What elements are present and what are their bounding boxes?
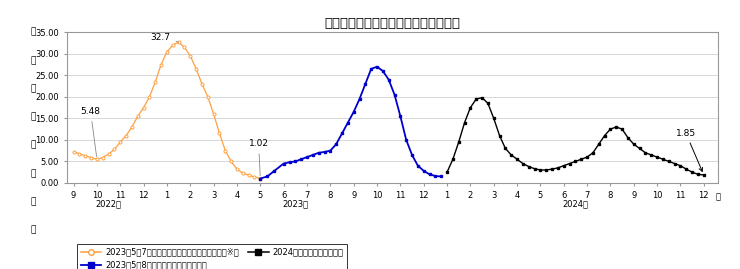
Text: 点: 点 xyxy=(30,56,36,65)
Text: た: た xyxy=(30,112,36,122)
Title: 新型コロナウイルス感染症（埼玉県）: 新型コロナウイルス感染症（埼玉県） xyxy=(324,17,460,30)
Text: 2023年: 2023年 xyxy=(282,200,309,208)
Text: 報: 報 xyxy=(30,169,36,178)
Legend: 2023年5月7日までの定点当たり報告数（参考値※）, 2023年5月8日以降の定点当たり報告数, 2024年の定点当たり報告数: 2023年5月7日までの定点当たり報告数（参考値※）, 2023年5月8日以降の… xyxy=(77,244,347,269)
Text: 定: 定 xyxy=(30,28,36,37)
Text: 32.7: 32.7 xyxy=(151,33,178,42)
Text: 2024年: 2024年 xyxy=(562,200,588,208)
Text: 5.48: 5.48 xyxy=(81,107,101,157)
Text: 告: 告 xyxy=(30,197,36,206)
Text: 1.02: 1.02 xyxy=(249,139,269,176)
Text: 当: 当 xyxy=(30,84,36,93)
Text: り: り xyxy=(30,141,36,150)
Text: 数: 数 xyxy=(30,225,36,235)
Text: 2022年: 2022年 xyxy=(95,200,121,208)
Text: 月: 月 xyxy=(716,192,721,201)
Text: 1.85: 1.85 xyxy=(676,129,702,171)
